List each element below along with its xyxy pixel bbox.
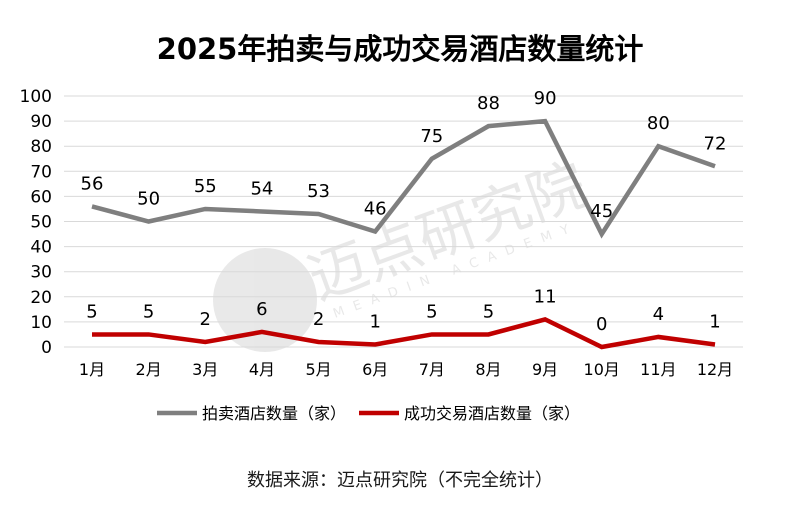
data-label: 56 (81, 173, 104, 194)
data-label: 4 (653, 304, 664, 325)
data-label: 90 (534, 88, 557, 109)
x-tick-label: 6月 (362, 360, 388, 379)
y-tick-label: 80 (30, 137, 52, 157)
y-tick-label: 60 (30, 187, 52, 207)
chart-title: 2025年拍卖与成功交易酒店数量统计 (156, 32, 644, 66)
data-label: 53 (307, 181, 330, 202)
x-tick-label: 5月 (305, 360, 331, 379)
data-label: 88 (477, 93, 500, 114)
series-line-2 (92, 317, 716, 350)
y-tick-label: 30 (30, 263, 52, 283)
data-label: 0 (596, 314, 607, 335)
y-tick-label: 50 (30, 213, 52, 233)
y-tick-label: 20 (30, 288, 52, 308)
series-lines (91, 118, 716, 350)
data-source-note: 数据来源：迈点研究院（不完全统计） (247, 470, 553, 491)
x-tick-label: 7月 (419, 360, 445, 379)
legend-label-1: 拍卖酒店数量（家） (202, 404, 346, 423)
x-tick-label: 1月 (79, 360, 105, 379)
data-label: 11 (534, 286, 557, 307)
data-label: 50 (137, 189, 160, 210)
y-tick-label: 70 (30, 162, 52, 182)
x-tick-label: 12月 (697, 360, 733, 379)
x-tick-label: 10月 (584, 360, 620, 379)
y-tick-label: 90 (30, 112, 52, 132)
x-axis: 1月 2月 3月 4月 5月 6月 7月 8月 9月 10月 11月 12月 (79, 360, 733, 379)
legend: 拍卖酒店数量（家） 成功交易酒店数量（家） (157, 404, 580, 423)
data-label: 1 (369, 311, 380, 332)
data-label: 80 (647, 113, 670, 134)
legend-label-2: 成功交易酒店数量（家） (404, 404, 580, 423)
data-label: 6 (256, 299, 267, 320)
x-tick-label: 2月 (136, 360, 162, 379)
x-tick-label: 9月 (532, 360, 558, 379)
x-tick-label: 11月 (640, 360, 676, 379)
x-tick-label: 8月 (475, 360, 501, 379)
x-tick-label: 3月 (192, 360, 218, 379)
y-axis: 0 10 20 30 40 50 60 70 80 90 100 (20, 87, 52, 358)
x-tick-label: 4月 (249, 360, 275, 379)
data-label: 54 (250, 178, 273, 199)
y-tick-label: 100 (20, 87, 52, 107)
y-tick-label: 40 (30, 238, 52, 258)
data-label: 55 (194, 176, 217, 197)
data-label: 5 (483, 301, 494, 322)
data-label: 2 (200, 309, 211, 330)
y-tick-label: 10 (30, 313, 52, 333)
data-label: 75 (420, 126, 443, 147)
data-label: 5 (143, 301, 154, 322)
watermark-logo-icon (213, 248, 317, 352)
data-label: 1 (709, 311, 720, 332)
data-label: 5 (86, 301, 97, 322)
data-label: 46 (364, 199, 387, 220)
data-label: 2 (313, 309, 324, 330)
series-line-1 (91, 118, 716, 239)
data-label: 72 (704, 133, 727, 154)
y-tick-label: 0 (41, 338, 52, 358)
gridlines (64, 95, 743, 348)
data-label: 5 (426, 301, 437, 322)
data-label: 45 (590, 201, 613, 222)
